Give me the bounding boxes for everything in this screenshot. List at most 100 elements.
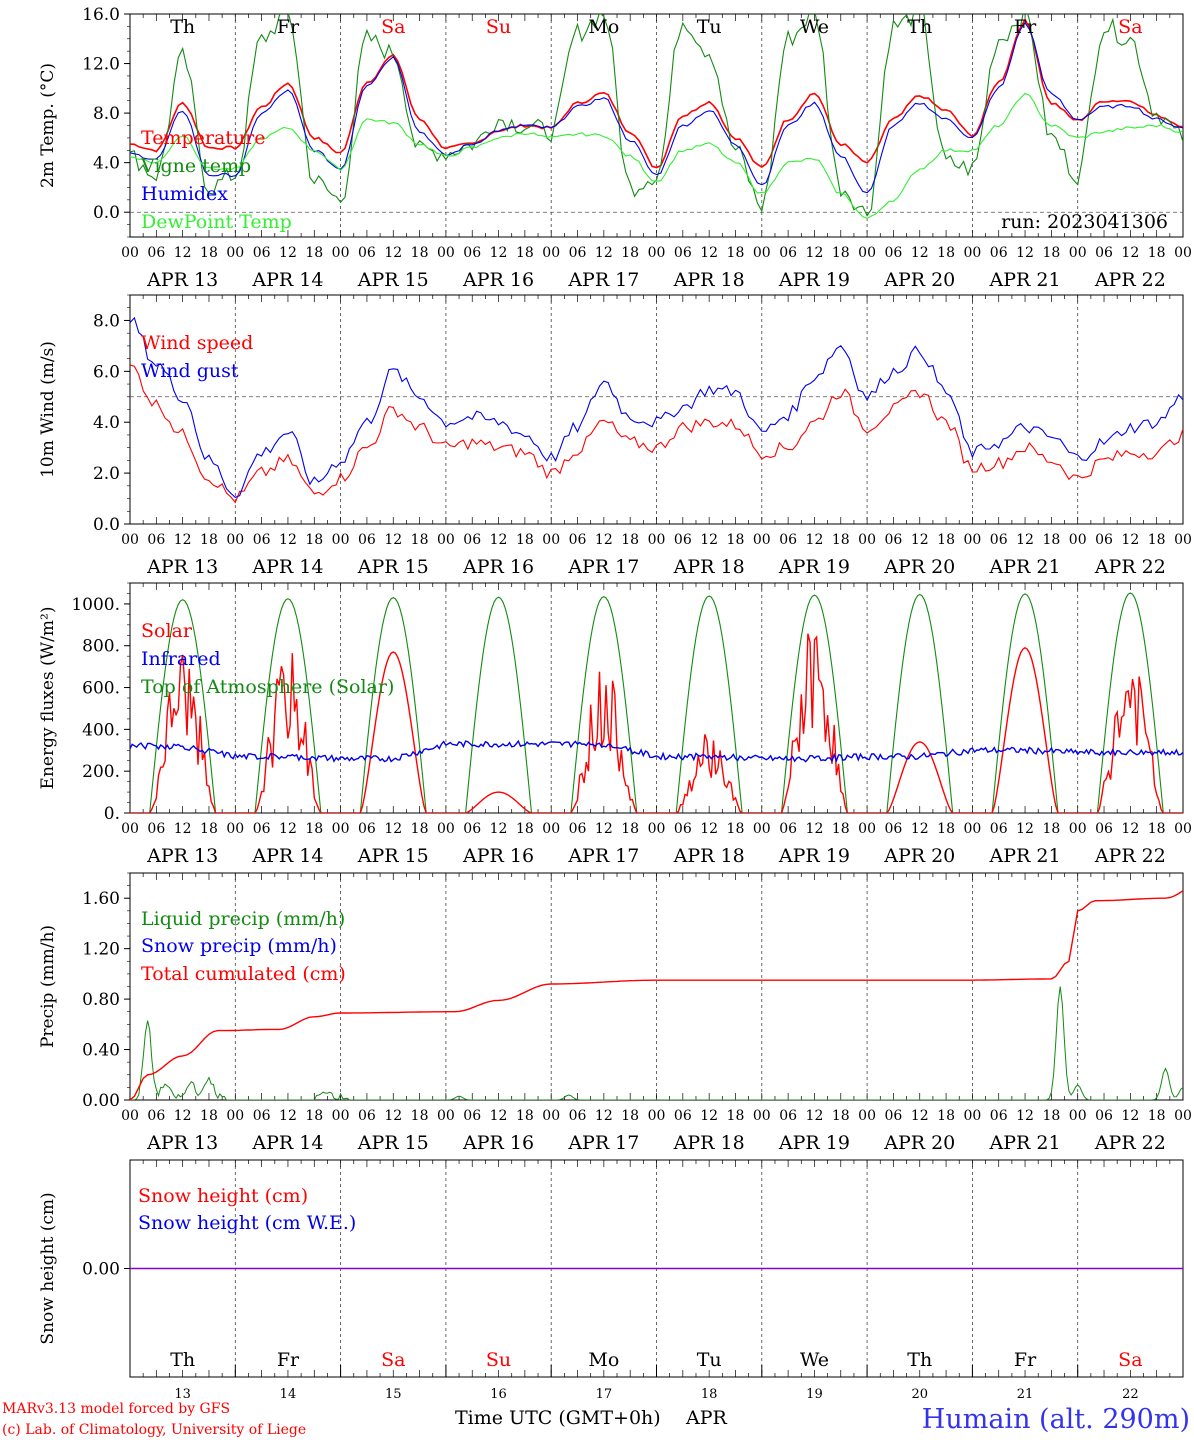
panel-4: 0.00 0.40 0.80 1.20 1.60 Precip (mm/h) 00 06 12 1… [38,872,1192,1154]
date-label: APR 21 [989,556,1061,578]
hour-tick-label: 12 [806,532,824,548]
hour-tick-label: 00 [121,1108,139,1124]
weekday-label-top: Fr [277,16,300,38]
series-line-humidex [130,21,1183,194]
hour-tick-label: 00 [332,1108,350,1124]
date-label: APR 13 [146,845,218,867]
y-axis-label: Snow height (cm) [38,1192,58,1344]
hour-tick-label: 18 [1042,245,1060,261]
panel-2: 0.0 2.0 4.0 6.0 8.0 10m Wind (m/s) 00 06 12 18 APR… [38,294,1192,578]
date-label: APR 13 [146,269,218,291]
hour-tick-label: 18 [1148,1108,1166,1124]
hour-tick-label: 18 [411,532,429,548]
hour-tick-label: 18 [200,821,218,837]
hour-tick-label: 06 [253,821,271,837]
weekday-label: We [800,1349,829,1371]
hour-tick-label: 00 [1069,245,1087,261]
series-line-vigne-temp [130,14,1183,217]
hour-tick-label: 00 [648,821,666,837]
hour-tick-label: 06 [885,532,903,548]
hour-tick-label: 18 [937,821,955,837]
y-tick-label: 8.0 [93,311,120,331]
legend-entry: Infrared [141,648,221,670]
hour-tick-label: 06 [463,245,481,261]
series-line-total-cumulated [130,890,1183,1100]
date-label: APR 19 [778,556,850,578]
hour-tick-label: 00 [121,532,139,548]
hour-tick-label: 06 [569,821,587,837]
day-number-label: 15 [385,1387,402,1402]
y-tick-label: 0.0 [93,515,120,535]
y-tick-label: 0.00 [82,1260,120,1280]
hour-tick-label: 18 [1148,821,1166,837]
hour-tick-label: 12 [700,821,718,837]
date-label: APR 15 [357,845,429,867]
weekday-label-top: Mo [588,16,619,38]
hour-tick-label: 12 [384,821,402,837]
day-number-label: 16 [490,1387,507,1402]
hour-tick-label: 06 [253,1108,271,1124]
hour-tick-label: 18 [1042,821,1060,837]
date-label: APR 17 [567,556,639,578]
hour-tick-label: 12 [384,1108,402,1124]
date-label: APR 20 [883,1132,955,1154]
hour-tick-label: 18 [411,821,429,837]
date-label: APR 22 [1094,1132,1166,1154]
hour-tick-label: 12 [279,532,297,548]
hour-tick-label: 18 [832,1108,850,1124]
hour-tick-label: 06 [569,532,587,548]
hour-tick-label: 00 [121,821,139,837]
hour-tick-label: 18 [411,245,429,261]
date-label: APR 14 [251,556,323,578]
y-tick-label: 600. [82,679,120,699]
weekday-label-top: Sa [381,16,405,38]
hour-tick-label: 18 [832,532,850,548]
y-tick-label: 0.40 [82,1041,120,1061]
date-label: APR 16 [462,269,534,291]
y-axis-label: Precip (mm/h) [38,925,58,1048]
weekday-label: Sa [1118,1349,1142,1371]
weekday-label-top: Sa [1118,16,1142,38]
hour-tick-label: 12 [911,1108,929,1124]
hour-tick-label: 12 [911,532,929,548]
legend-entry: Wind speed [141,332,253,354]
date-label: APR 18 [673,556,745,578]
legend-entry: Liquid precip (mm/h) [141,908,345,930]
hour-tick-label: 06 [990,245,1008,261]
hour-tick-label: 06 [358,1108,376,1124]
hour-tick-label: 00 [437,1108,455,1124]
hour-tick-label: 18 [200,1108,218,1124]
hour-tick-label: 06 [463,532,481,548]
series-group [130,14,1183,219]
hour-tick-label: 06 [990,821,1008,837]
date-label: APR 15 [357,556,429,578]
date-label: APR 15 [357,1132,429,1154]
hour-tick-label: 00 [648,1108,666,1124]
hour-tick-label: 12 [1121,532,1139,548]
hour-tick-label: 12 [595,532,613,548]
hour-tick-label: 00 [121,245,139,261]
hour-tick-label: 12 [1121,245,1139,261]
date-label: APR 18 [673,269,745,291]
hour-tick-label: 18 [411,1108,429,1124]
hour-tick-label: 12 [1121,821,1139,837]
date-label: APR 14 [251,269,323,291]
hour-tick-label: 00 [858,245,876,261]
hour-tick-label: 12 [806,245,824,261]
hour-tick-label: 06 [885,1108,903,1124]
hour-tick-label: 18 [832,245,850,261]
hour-tick-label: 06 [1095,821,1113,837]
hour-tick-label: 06 [885,245,903,261]
hour-tick-label: 18 [727,821,745,837]
hour-tick-label: 12 [490,245,508,261]
hour-tick-label: 18 [621,532,639,548]
hour-tick-label: 00 [437,532,455,548]
legend-entry: Vigne temp [140,155,251,177]
day-number-label: 14 [280,1387,297,1402]
hour-tick-label: 12 [174,532,192,548]
hour-tick-label: 18 [621,821,639,837]
hour-tick-label: 06 [674,245,692,261]
hour-tick-label: 12 [1016,245,1034,261]
date-label: APR 19 [778,1132,850,1154]
